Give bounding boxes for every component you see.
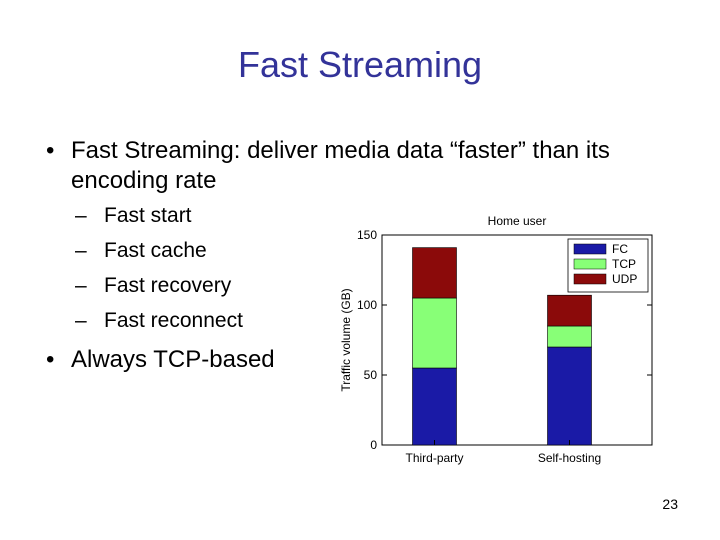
y-tick-label: 0 — [370, 438, 377, 452]
bullet-mark: • — [46, 137, 55, 164]
sub-dash: – — [75, 204, 87, 227]
bullet-tcp-based: • Always TCP-based — [46, 345, 275, 375]
bullet-text: Always TCP-based — [71, 346, 275, 373]
legend-label: UDP — [612, 272, 637, 286]
legend-swatch-tcp — [573, 258, 607, 270]
traffic-volume-chart: Home user 0 50 100 150 Traffic volume (GB) Thi… — [339, 214, 653, 465]
y-tick-label: 100 — [357, 298, 377, 312]
sub-item-text: Fast recovery — [104, 274, 232, 297]
legend-label: FC — [612, 242, 628, 256]
bullet-text: Fast Streaming: deliver media data “fast… — [71, 137, 610, 194]
bar-segment-fc — [547, 346, 592, 446]
bullet-mark: • — [46, 346, 55, 373]
sub-item-text: Fast start — [104, 204, 192, 227]
bar-segment-udp — [547, 294, 592, 327]
sub-dash: – — [75, 274, 87, 297]
x-tick-label: Self-hosting — [538, 451, 601, 465]
page-number: 23 — [662, 496, 678, 512]
x-tick-label: Third-party — [405, 451, 463, 465]
chart-title: Home user — [488, 214, 547, 228]
legend-swatch-fc — [573, 243, 607, 255]
y-axis-label: Traffic volume (GB) — [339, 288, 353, 391]
bar-segment-udp — [412, 247, 457, 299]
slide-title: Fast Streaming — [237, 44, 483, 85]
sub-item-text: Fast cache — [104, 239, 207, 262]
sub-dash: – — [75, 239, 87, 262]
bar-segment-tcp — [547, 325, 592, 348]
y-tick-label: 150 — [357, 228, 377, 242]
sub-item-text: Fast reconnect — [104, 309, 243, 332]
y-tick-label: 50 — [364, 368, 378, 382]
sub-dash: – — [75, 309, 87, 332]
legend-label: TCP — [612, 257, 636, 271]
bar-segment-tcp — [412, 297, 457, 369]
bullet-fast-streaming: • Fast Streaming: deliver media data “fa… — [46, 136, 686, 196]
bar-segment-fc — [412, 367, 457, 446]
legend-swatch-udp — [573, 273, 607, 285]
